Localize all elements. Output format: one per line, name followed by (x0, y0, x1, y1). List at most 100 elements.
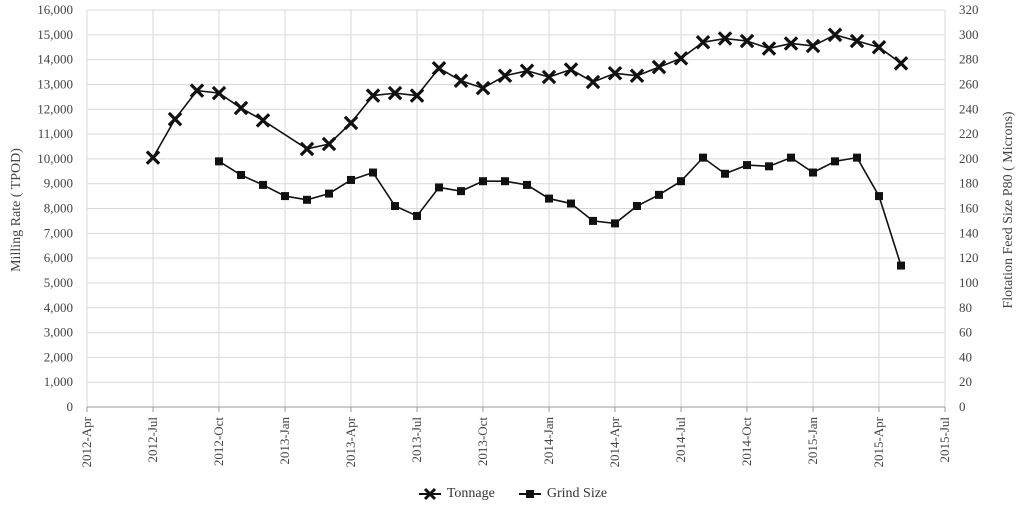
tonnage-point (629, 68, 645, 84)
tonnage-point (783, 36, 799, 51)
tonnage-point (717, 31, 733, 46)
tonnage-point (673, 51, 689, 66)
right-tick-label: 120 (959, 250, 979, 265)
grind-size-point (545, 194, 553, 203)
tonnage-point (431, 61, 447, 76)
grind-size-point (787, 153, 795, 162)
grind-size-point (303, 195, 311, 204)
left-tick-label: 4,000 (44, 300, 73, 315)
series-line-tonnage (152, 33, 902, 159)
left-tick-label: 7,000 (44, 225, 73, 240)
tonnage-point (189, 83, 205, 98)
left-axis-ticks: 0 1,000 2,000 3,000 4,000 5,000 6,000 7,000 8,00… (37, 2, 73, 414)
left-tick-label: 11,000 (38, 126, 73, 141)
grind-size-point (743, 161, 751, 170)
tonnage-point (893, 56, 909, 71)
tonnage-point (761, 41, 777, 56)
right-tick-label: 140 (959, 225, 979, 240)
tonnage-point (365, 88, 381, 103)
right-tick-label: 40 (959, 349, 972, 364)
x-tick-label: 2012-Jul (145, 417, 160, 463)
right-tick-label: 280 (959, 52, 979, 67)
left-tick-label: 12,000 (37, 101, 73, 116)
legend-item-tonnage: Tonnage (417, 486, 495, 502)
x-tick-label: 2015-Jul (937, 417, 952, 463)
tonnage-point (387, 85, 403, 101)
right-tick-label: 20 (959, 374, 972, 389)
tonnage-point (145, 150, 161, 165)
right-tick-label: 100 (959, 275, 979, 290)
left-tick-label: 9,000 (44, 176, 73, 191)
grind-size-point (611, 219, 619, 228)
axes (86, 406, 946, 412)
tonnage-point (871, 39, 887, 55)
tonnage-point (585, 74, 601, 90)
grind-size-point (523, 180, 531, 189)
tonnage-point (695, 34, 711, 50)
left-tick-label: 6,000 (44, 250, 73, 265)
grind-size-point (699, 153, 707, 162)
grind-size-point (633, 202, 641, 211)
right-tick-label: 240 (959, 101, 979, 116)
x-tick-label: 2013-Jul (409, 417, 424, 463)
grind-size-point (765, 162, 773, 171)
square-marker-icon (518, 490, 541, 498)
left-axis-title: Milling Rate ( TPOD) (9, 148, 24, 272)
grind-size-point (721, 169, 729, 178)
legend-label-tonnage: Tonnage (446, 486, 495, 501)
grind-size-point (897, 261, 905, 270)
grind-size-point (853, 153, 861, 162)
right-tick-label: 320 (959, 2, 979, 17)
grind-size-point (325, 189, 333, 198)
right-tick-label: 0 (959, 399, 966, 414)
grind-size-point (457, 187, 465, 196)
legend: Tonnage Grind Size (0, 486, 1024, 502)
grind-size-point (259, 180, 267, 189)
tonnage-point (651, 59, 667, 75)
right-axis-title: Flotation Feed Size P80 ( Microns) (1001, 111, 1016, 308)
grind-size-point (391, 202, 399, 211)
right-tick-label: 60 (959, 325, 972, 340)
x-tick-label: 2014-Jan (541, 417, 556, 465)
grind-size-point (501, 177, 509, 186)
series-grind-size (215, 153, 905, 270)
tonnage-point (321, 136, 337, 152)
tonnage-point (497, 68, 513, 84)
left-tick-label: 16,000 (37, 2, 73, 17)
tonnage-point (607, 66, 623, 81)
gridlines (86, 9, 946, 408)
tonnage-point (541, 69, 557, 85)
grind-size-point (347, 175, 355, 184)
left-tick-label: 2,000 (44, 349, 73, 364)
x-tick-label: 2014-Oct (739, 417, 754, 466)
left-tick-label: 13,000 (37, 76, 73, 91)
right-tick-label: 260 (959, 76, 979, 91)
legend-item-grind-size: Grind Size (517, 486, 607, 502)
right-tick-label: 200 (959, 151, 979, 166)
left-tick-label: 8,000 (44, 201, 73, 216)
grind-size-point (215, 157, 223, 166)
left-tick-label: 10,000 (37, 151, 73, 166)
right-tick-label: 80 (959, 300, 972, 315)
tonnage-point (519, 63, 535, 79)
grind-size-point (831, 157, 839, 166)
left-tick-label: 5,000 (44, 275, 73, 290)
tonnage-point (343, 115, 359, 131)
tonnage-point (167, 111, 183, 127)
grind-size-point (413, 211, 421, 220)
tonnage-point (453, 73, 469, 88)
left-tick-label: 3,000 (44, 325, 73, 340)
x-tick-label: 2013-Jan (277, 417, 292, 465)
grind-size-point (875, 192, 883, 201)
right-tick-label: 180 (959, 176, 979, 191)
x-tick-label: 2012-Oct (211, 417, 226, 466)
x-tick-label: 2015-Jan (805, 417, 820, 465)
tonnage-point (739, 33, 755, 49)
series-tonnage (145, 27, 909, 165)
grind-size-point (435, 183, 443, 192)
tonnage-point (475, 80, 491, 96)
tonnage-point (827, 27, 843, 43)
right-tick-label: 300 (959, 27, 979, 42)
left-tick-label: 15,000 (37, 27, 73, 42)
